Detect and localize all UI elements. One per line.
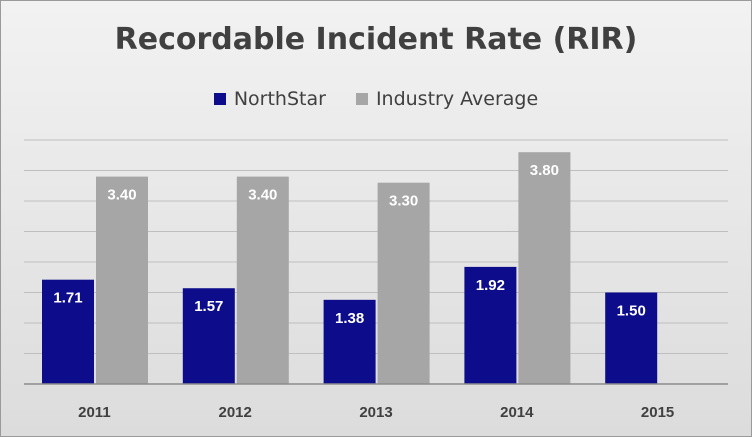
bar-northstar-2012: [182, 288, 235, 384]
data-label-industry-average-2013: 3.30: [389, 193, 418, 210]
bar-industry-average-2014: [518, 152, 571, 384]
data-label-industry-average-2014: 3.80: [530, 162, 559, 179]
x-tick-label-2014: 2014: [500, 404, 534, 421]
bar-industry-average-2012: [236, 176, 289, 384]
x-tick-label-2011: 2011: [78, 404, 111, 421]
data-label-northstar-2012: 1.57: [194, 298, 223, 315]
data-label-industry-average-2011: 3.40: [107, 187, 136, 204]
legend-label-industry-average: Industry Average: [375, 88, 539, 110]
data-label-northstar-2011: 1.71: [53, 290, 82, 307]
data-label-northstar-2013: 1.38: [335, 310, 364, 327]
legend-label-northstar: NorthStar: [233, 88, 326, 110]
x-tick-label-2013: 2013: [359, 404, 392, 421]
bar-industry-average-2013: [377, 182, 430, 384]
legend-item-industry-average: Industry Average: [355, 88, 539, 110]
legend: NorthStar Industry Average: [0, 88, 752, 110]
data-label-industry-average-2012: 3.40: [248, 187, 277, 204]
legend-swatch-northstar: [213, 93, 226, 105]
bar-industry-average-2011: [96, 176, 148, 384]
x-tick-label-2012: 2012: [219, 404, 252, 421]
legend-item-northstar: NorthStar: [213, 88, 326, 110]
bar-northstar-2013: [323, 299, 376, 384]
x-tick-label-2015: 2015: [641, 404, 674, 421]
bar-northstar-2011: [42, 279, 94, 384]
data-label-northstar-2014: 1.92: [476, 277, 505, 294]
legend-swatch-industry-average: [355, 93, 368, 105]
bar-northstar-2014: [464, 266, 517, 384]
data-label-northstar-2015: 1.50: [617, 303, 646, 320]
chart-title: Recordable Incident Rate (RIR): [114, 22, 638, 57]
bar-northstar-2015: [605, 292, 658, 384]
